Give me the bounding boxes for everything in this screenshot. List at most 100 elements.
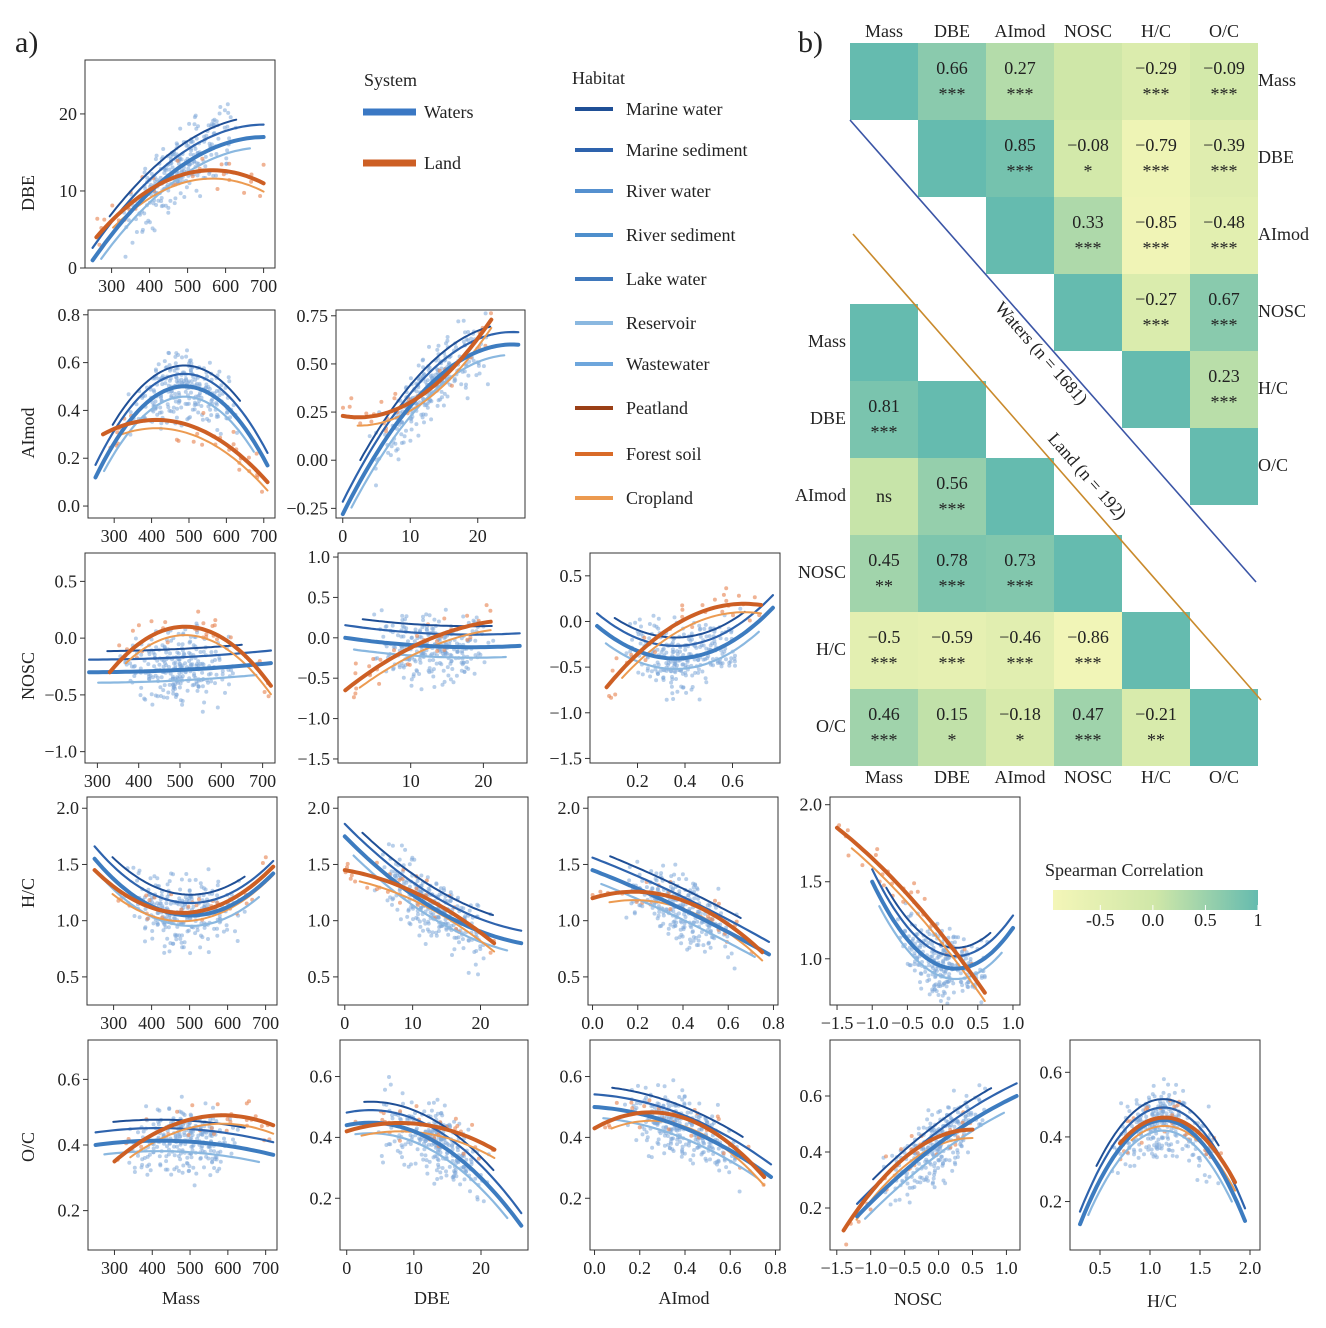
waters-point — [472, 950, 477, 954]
waters-point — [216, 136, 221, 141]
land-point — [844, 1242, 849, 1247]
waters-point — [422, 918, 427, 923]
waters-point — [635, 859, 640, 864]
panel-dbe-vs-mass-points — [95, 102, 266, 259]
land-point — [955, 1135, 960, 1140]
land-sample-label: Land (n = 192) — [1043, 429, 1130, 524]
waters-point — [452, 1119, 457, 1124]
land-cell — [850, 458, 918, 535]
waters-point — [672, 1125, 677, 1130]
land-point — [860, 863, 865, 868]
x-tick-label: −1.0 — [856, 1013, 889, 1033]
waters-point — [407, 862, 412, 867]
waters-point — [727, 660, 732, 665]
waters-point — [670, 647, 675, 652]
x-tick-label: 400 — [138, 1013, 165, 1033]
waters-point — [164, 901, 169, 906]
waters-point — [423, 942, 428, 946]
heatmap-right-label-o-c: O/C — [1258, 455, 1288, 475]
waters-point — [187, 888, 192, 893]
heatmap-bottom-label-dbe: DBE — [934, 767, 970, 787]
waters-point — [704, 932, 709, 937]
habitat-fit-line — [363, 1100, 495, 1172]
waters-point — [421, 614, 425, 619]
land-point — [369, 419, 374, 424]
waters-point — [628, 622, 633, 626]
waters-point — [481, 956, 486, 961]
waters-point — [682, 925, 687, 929]
waters-point — [661, 921, 666, 926]
waters-point — [126, 392, 131, 397]
land-cell — [986, 458, 1054, 535]
waters-point — [702, 949, 707, 954]
waters-point — [710, 1114, 715, 1119]
waters-point — [669, 1136, 674, 1141]
waters-point — [228, 115, 233, 120]
waters-point — [407, 884, 412, 889]
waters-cell-value: −0.09 — [1203, 58, 1245, 78]
waters-point — [672, 923, 677, 928]
waters-point — [138, 693, 143, 698]
land-point — [962, 947, 967, 952]
waters-point — [196, 663, 201, 668]
waters-point — [1144, 1114, 1149, 1119]
waters-point — [664, 668, 669, 673]
waters-cell-significance: *** — [1143, 315, 1170, 335]
y-tick-label: 0.4 — [58, 400, 81, 420]
waters-point — [163, 1167, 168, 1172]
waters-point — [401, 440, 406, 445]
y-tick-label: 2.0 — [558, 798, 581, 818]
land-fit-line — [112, 1113, 276, 1164]
waters-point — [408, 376, 413, 381]
land-cell-value: 0.15 — [936, 704, 968, 724]
waters-point — [417, 672, 422, 676]
waters-cell-significance: *** — [1007, 84, 1034, 104]
land-cell-significance: * — [1016, 730, 1025, 750]
waters-point — [671, 697, 676, 701]
waters-point — [192, 1183, 197, 1188]
land-point — [398, 1109, 403, 1114]
waters-cell-significance: *** — [1211, 84, 1238, 104]
land-point — [724, 598, 729, 603]
waters-point — [931, 1176, 936, 1181]
waters-point — [931, 1152, 936, 1157]
waters-point — [233, 929, 237, 934]
waters-point — [689, 631, 694, 636]
waters-point — [670, 691, 675, 696]
y-tick-label: 1.0 — [800, 949, 823, 969]
y-tick-label: 1.0 — [57, 911, 80, 931]
waters-point — [183, 389, 188, 394]
waters-point — [1166, 1136, 1171, 1141]
waters-point — [434, 933, 439, 938]
waters-point — [652, 623, 657, 628]
waters-point — [964, 956, 968, 961]
x-tick-label: 0.4 — [672, 1013, 695, 1033]
y-tick-label: 0.8 — [58, 305, 81, 325]
waters-point — [682, 912, 687, 917]
waters-point — [162, 950, 167, 955]
waters-point — [645, 1135, 650, 1140]
waters-point — [670, 677, 675, 682]
waters-point — [738, 606, 743, 611]
waters-point — [184, 376, 188, 381]
waters-point — [170, 165, 175, 170]
waters-point — [407, 921, 412, 926]
waters-point — [468, 1189, 472, 1194]
waters-point — [155, 658, 160, 663]
waters-point — [416, 363, 421, 368]
waters-point — [1202, 1173, 1207, 1178]
waters-point — [375, 656, 380, 661]
waters-point — [916, 1126, 921, 1131]
waters-point — [156, 198, 161, 203]
waters-point — [405, 914, 410, 919]
waters-point — [226, 110, 231, 115]
habitat-fit-line — [885, 886, 992, 949]
waters-point — [1191, 1152, 1196, 1157]
waters-point — [461, 614, 466, 619]
land-cell-value: −0.46 — [999, 627, 1041, 647]
waters-point — [410, 1134, 415, 1139]
waters-point — [639, 624, 643, 629]
land-fit-line — [590, 889, 765, 955]
land-cell-significance: *** — [1075, 653, 1102, 673]
waters-point — [180, 642, 185, 647]
